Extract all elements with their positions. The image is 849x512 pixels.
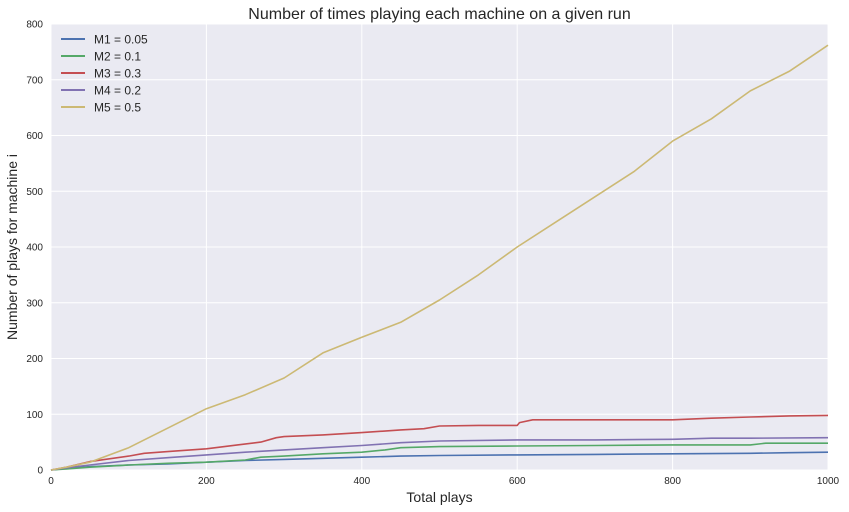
- series-line-m5: [50, 44, 829, 471]
- grid-lines: [50, 23, 829, 471]
- x-tick-label: 0: [48, 476, 54, 487]
- series-lines: [50, 44, 829, 471]
- legend: M1 = 0.05 M2 = 0.1 M3 = 0.3 M4 = 0.2 M5 = 0.…: [61, 33, 148, 115]
- series-line-m4: [50, 436, 829, 471]
- x-tick-label: 800: [664, 476, 681, 487]
- legend-label-m4: M4 = 0.2: [94, 84, 141, 98]
- y-tick-label: 600: [26, 131, 43, 142]
- series-line-m2: [50, 442, 828, 471]
- y-axis-label: Number of plays for machine i: [4, 154, 20, 340]
- x-tick-label: 1000: [817, 476, 840, 487]
- x-tick-label: 200: [198, 476, 215, 487]
- legend-label-m3: M3 = 0.3: [94, 67, 141, 81]
- y-tick-label: 800: [26, 20, 43, 31]
- series-line-m3: [50, 414, 829, 471]
- y-tick-label: 200: [26, 354, 43, 365]
- x-tick-label: 400: [353, 476, 370, 487]
- legend-label-m5: M5 = 0.5: [94, 101, 141, 115]
- y-tick-label: 0: [37, 466, 43, 477]
- y-tick-label: 300: [26, 298, 43, 309]
- legend-label-m2: M2 = 0.1: [94, 50, 141, 64]
- chart-title: Number of times playing each machine on …: [248, 6, 630, 23]
- x-tick-label: 600: [509, 476, 526, 487]
- legend-label-m1: M1 = 0.05: [94, 33, 148, 47]
- x-tick-labels: 0 200 400 600 800 1000: [48, 476, 839, 487]
- y-tick-label: 100: [26, 410, 43, 421]
- y-tick-label: 700: [26, 75, 43, 86]
- y-tick-label: 400: [26, 243, 43, 254]
- y-tick-labels: 0 100 200 300 400 500 600 700 800: [26, 20, 43, 477]
- y-tick-label: 500: [26, 187, 43, 198]
- x-axis-label: Total plays: [406, 489, 472, 505]
